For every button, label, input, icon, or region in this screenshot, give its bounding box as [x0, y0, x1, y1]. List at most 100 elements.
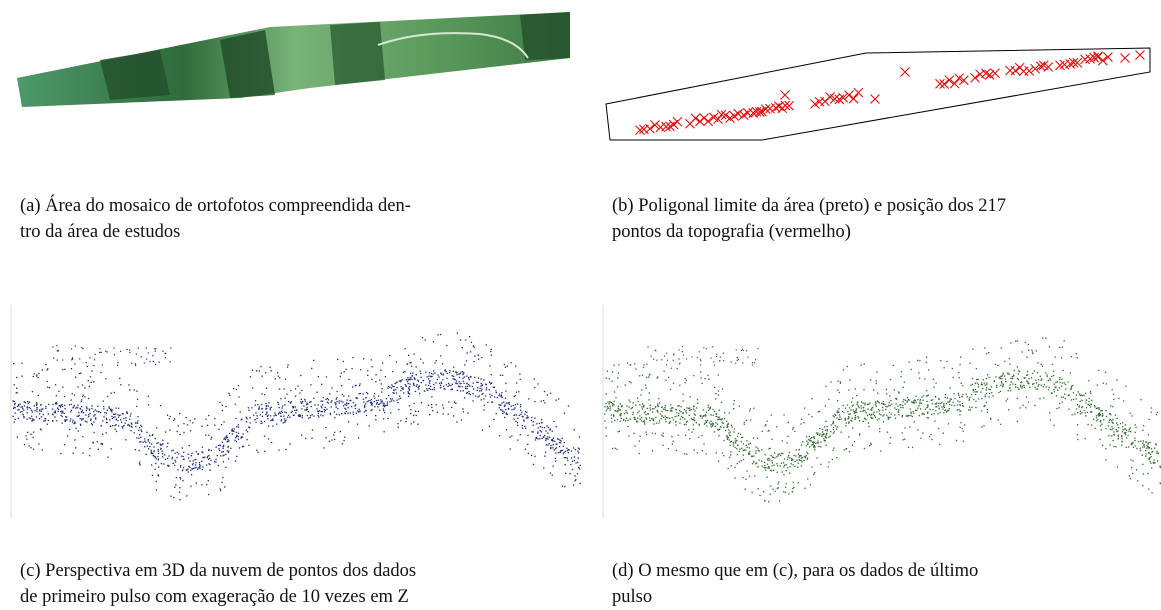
point: [439, 383, 440, 384]
point: [308, 418, 309, 419]
point: [926, 417, 927, 418]
point: [504, 406, 505, 407]
point: [31, 410, 32, 411]
point: [220, 488, 221, 489]
point: [642, 403, 643, 404]
point: [440, 387, 441, 388]
point: [238, 424, 239, 425]
point: [946, 403, 947, 404]
point: [485, 395, 486, 396]
point: [672, 417, 673, 418]
point: [536, 423, 537, 424]
point: [177, 431, 178, 432]
point: [807, 444, 808, 445]
point: [431, 407, 432, 408]
point: [326, 409, 327, 410]
point: [331, 388, 332, 389]
point: [64, 413, 65, 414]
point: [1000, 424, 1001, 425]
point: [1117, 466, 1118, 467]
point: [643, 364, 644, 365]
point: [261, 422, 262, 423]
cross-mark: [981, 69, 990, 78]
point: [920, 438, 921, 439]
point: [794, 466, 795, 467]
point: [929, 436, 930, 437]
point: [500, 405, 501, 406]
point: [926, 357, 927, 358]
point: [75, 377, 76, 378]
point: [421, 377, 422, 378]
point: [509, 402, 510, 403]
point: [644, 420, 645, 421]
point: [98, 411, 99, 412]
point: [724, 412, 725, 413]
point: [48, 420, 49, 421]
point: [346, 399, 347, 400]
point: [667, 410, 668, 411]
point: [425, 384, 426, 385]
point: [1019, 371, 1020, 372]
point: [754, 362, 755, 363]
point: [144, 446, 145, 447]
point: [1121, 445, 1122, 446]
point: [919, 400, 920, 401]
point: [70, 420, 71, 421]
point: [511, 435, 512, 436]
point: [723, 455, 724, 456]
point: [542, 427, 543, 428]
point: [219, 402, 220, 403]
point: [871, 409, 872, 410]
point: [984, 405, 985, 406]
point: [1112, 422, 1113, 423]
point: [863, 389, 864, 390]
point: [413, 383, 414, 384]
point: [55, 403, 56, 404]
point: [1009, 358, 1010, 359]
point: [222, 410, 223, 411]
point: [778, 481, 779, 482]
point: [835, 425, 836, 426]
point: [223, 455, 224, 456]
point: [78, 412, 79, 413]
point: [396, 382, 397, 383]
point: [734, 447, 735, 448]
point: [363, 399, 364, 400]
point: [137, 420, 138, 421]
point: [1091, 424, 1092, 425]
point: [988, 389, 989, 390]
point: [1085, 393, 1086, 394]
point: [13, 416, 14, 417]
point: [662, 407, 663, 408]
point: [86, 362, 87, 363]
point: [1077, 404, 1078, 405]
point: [15, 412, 16, 413]
point: [958, 395, 959, 396]
point: [215, 459, 216, 460]
point: [577, 462, 578, 463]
point: [491, 395, 492, 396]
point: [27, 401, 28, 402]
point: [1086, 407, 1087, 408]
point: [78, 430, 79, 431]
point: [814, 442, 815, 443]
point: [428, 405, 429, 406]
point: [416, 415, 417, 416]
point: [732, 426, 733, 427]
point: [200, 465, 201, 466]
point: [698, 437, 699, 438]
point: [1040, 376, 1041, 377]
point: [792, 488, 793, 489]
point: [427, 390, 428, 391]
point: [793, 464, 794, 465]
point: [1126, 437, 1127, 438]
point: [830, 431, 831, 432]
point: [397, 423, 398, 424]
point: [418, 411, 419, 412]
point: [741, 441, 742, 442]
point: [827, 430, 828, 431]
point: [27, 412, 28, 413]
point: [366, 392, 367, 393]
point: [548, 427, 549, 428]
point: [86, 408, 87, 409]
